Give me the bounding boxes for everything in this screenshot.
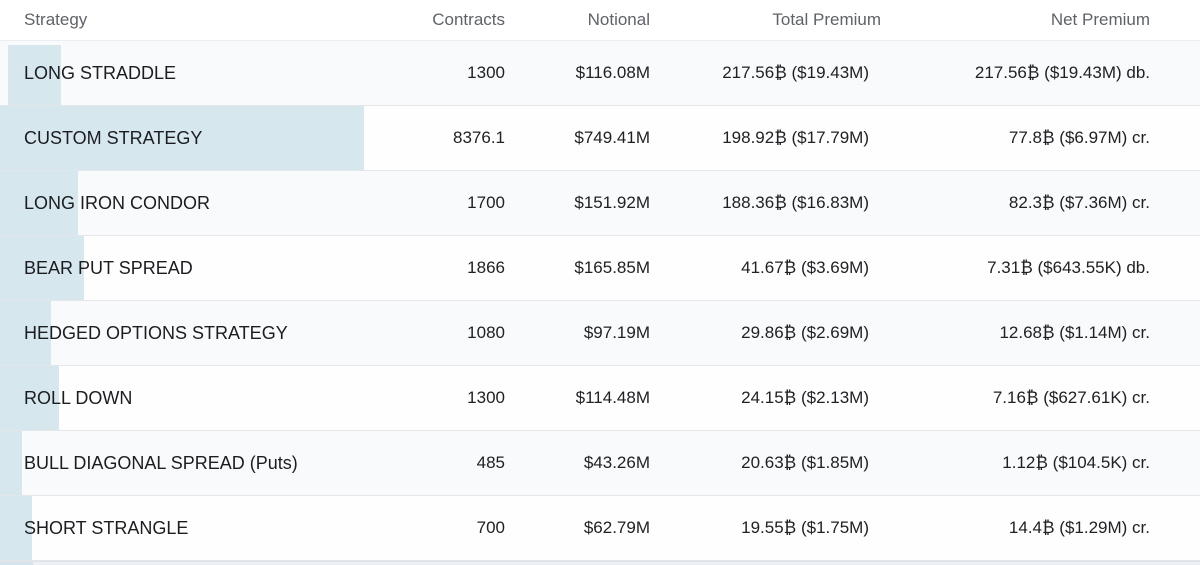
column-header-notional-label: Notional [587, 10, 650, 29]
total-premium-cell: 217.56₿ ($19.43M) [722, 63, 869, 82]
next-row-notional-bar [0, 562, 33, 565]
table-row-content: HEDGED OPTIONS STRATEGY 1080 $97.19M 29.… [0, 301, 1200, 365]
net-premium-cell: 14.4₿ ($1.29M) cr. [1008, 518, 1150, 537]
contracts-cell: 485 [476, 453, 505, 472]
strategy-cell: SHORT STRANGLE [0, 518, 370, 539]
total-premium-cell: 198.92₿ ($17.79M) [722, 128, 869, 147]
net-premium-cell: 217.56₿ ($19.43M) db. [974, 63, 1150, 82]
table-row[interactable]: HEDGED OPTIONS STRATEGY 1080 $97.19M 29.… [0, 301, 1200, 366]
column-header-total-premium-label: Total Premium [772, 10, 881, 29]
strategy-cell: BEAR PUT SPREAD [0, 258, 370, 279]
table-row[interactable]: SHORT STRANGLE 700 $62.79M 19.55₿ ($1.75… [0, 496, 1200, 561]
notional-data-bar [0, 431, 22, 495]
column-header-net-premium-label: Net Premium [1050, 10, 1150, 29]
table-row[interactable]: BEAR PUT SPREAD 1866 $165.85M 41.67₿ ($3… [0, 236, 1200, 301]
net-premium-cell: 7.31₿ ($643.55K) db. [987, 258, 1150, 277]
notional-data-bar [0, 301, 51, 365]
strategy-name: ROLL DOWN [24, 387, 133, 408]
notional-cell: $62.79M [583, 518, 650, 537]
net-premium-cell: 7.16₿ ($627.61K) cr. [992, 388, 1150, 407]
table-body: LONG STRADDLE 1300 $116.08M 217.56₿ ($19… [0, 41, 1200, 561]
table-row[interactable]: LONG STRADDLE 1300 $116.08M 217.56₿ ($19… [0, 41, 1200, 106]
table-row-content: LONG IRON CONDOR 1700 $151.92M 188.36₿ (… [0, 171, 1200, 235]
table-row-content: SHORT STRANGLE 700 $62.79M 19.55₿ ($1.75… [0, 496, 1200, 560]
notional-cell: $116.08M [575, 63, 650, 82]
table-row-content: BULL DIAGONAL SPREAD (Puts) 485 $43.26M … [0, 431, 1200, 495]
notional-data-bar [0, 171, 78, 235]
total-premium-cell: 188.36₿ ($16.83M) [722, 193, 869, 212]
contracts-cell: 8376.1 [453, 128, 505, 147]
total-premium-cell: 20.63₿ ($1.85M) [741, 453, 869, 472]
total-premium-cell: 29.86₿ ($2.69M) [741, 323, 869, 342]
strategy-name: LONG STRADDLE [24, 62, 177, 83]
table-header-row: Strategy Contracts Notional Total Premiu… [0, 0, 1200, 51]
total-premium-cell: 41.67₿ ($3.69M) [741, 258, 869, 277]
notional-cell: $43.26M [583, 453, 650, 472]
strategy-name: CUSTOM STRATEGY [24, 127, 203, 148]
strategy-name: HEDGED OPTIONS STRATEGY [24, 322, 288, 343]
table-row-content: BEAR PUT SPREAD 1866 $165.85M 41.67₿ ($3… [0, 236, 1200, 300]
strategy-cell: ROLL DOWN [0, 388, 370, 409]
column-header-strategy[interactable]: Strategy [0, 10, 370, 30]
notional-data-bar [8, 45, 61, 105]
notional-cell: $97.19M [583, 323, 650, 342]
notional-cell: $749.41M [574, 128, 650, 147]
notional-cell: $165.85M [574, 258, 650, 277]
notional-data-bar [0, 236, 84, 300]
strategy-name: BULL DIAGONAL SPREAD (Puts) [24, 452, 298, 473]
notional-data-bar [0, 106, 364, 170]
column-header-total-premium[interactable]: Total Premium [650, 10, 881, 51]
strategy-name: SHORT STRANGLE [24, 517, 189, 538]
contracts-cell: 700 [476, 518, 505, 537]
contracts-cell: 1300 [467, 63, 505, 82]
contracts-cell: 1866 [467, 258, 505, 277]
table-row-content: ROLL DOWN 1300 $114.48M 24.15₿ ($2.13M) … [0, 366, 1200, 430]
notional-data-bar [0, 496, 32, 560]
total-premium-cell: 24.15₿ ($2.13M) [741, 388, 869, 407]
table-row[interactable]: CUSTOM STRATEGY 8376.1 $749.41M 198.92₿ … [0, 106, 1200, 171]
column-header-contracts[interactable]: Contracts [370, 10, 505, 30]
strategy-cell: HEDGED OPTIONS STRATEGY [0, 323, 370, 344]
contracts-cell: 1300 [467, 388, 505, 407]
column-header-net-premium[interactable]: Net Premium [881, 10, 1200, 30]
table-row[interactable]: LONG IRON CONDOR 1700 $151.92M 188.36₿ (… [0, 171, 1200, 236]
notional-data-bar [0, 366, 59, 430]
total-premium-cell: 19.55₿ ($1.75M) [741, 518, 869, 537]
net-premium-cell: 82.3₿ ($7.36M) cr. [1008, 193, 1150, 212]
column-header-notional[interactable]: Notional [505, 10, 650, 30]
table-row[interactable]: ROLL DOWN 1300 $114.48M 24.15₿ ($2.13M) … [0, 366, 1200, 431]
table-row-content: CUSTOM STRATEGY 8376.1 $749.41M 198.92₿ … [0, 106, 1200, 170]
notional-cell: $114.48M [575, 388, 650, 407]
net-premium-cell: 1.12₿ ($104.5K) cr. [1002, 453, 1150, 472]
notional-cell: $151.92M [574, 193, 650, 212]
table-row-content: LONG STRADDLE 1300 $116.08M 217.56₿ ($19… [0, 41, 1200, 105]
strategy-cell: BULL DIAGONAL SPREAD (Puts) [0, 453, 370, 474]
contracts-cell: 1700 [467, 193, 505, 212]
column-header-strategy-label: Strategy [24, 10, 88, 29]
next-row-cutoff-strip [0, 561, 1200, 565]
strategy-cell: LONG STRADDLE [0, 63, 370, 84]
net-premium-cell: 77.8₿ ($6.97M) cr. [1008, 128, 1150, 147]
strategy-cell: LONG IRON CONDOR [0, 193, 370, 214]
table-row[interactable]: BULL DIAGONAL SPREAD (Puts) 485 $43.26M … [0, 431, 1200, 496]
net-premium-cell: 12.68₿ ($1.14M) cr. [999, 323, 1150, 342]
contracts-cell: 1080 [467, 323, 505, 342]
strategy-cell: CUSTOM STRATEGY [0, 128, 370, 149]
strategy-name: BEAR PUT SPREAD [24, 257, 193, 278]
column-header-contracts-label: Contracts [432, 10, 505, 29]
strategy-name: LONG IRON CONDOR [24, 192, 211, 213]
